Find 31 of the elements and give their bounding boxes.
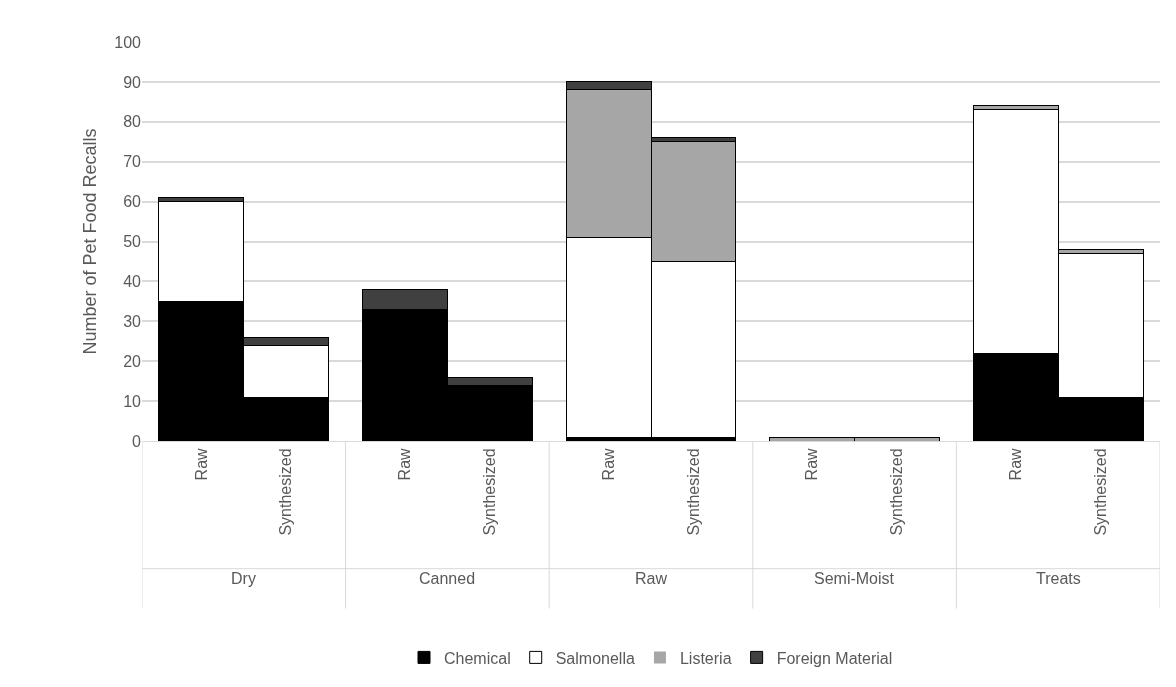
x-tick-label: Raw [192,447,210,481]
x-tick-label: Synthesized [1091,448,1109,536]
y-tick-label: 20 [123,352,142,370]
x-tick-label: Raw [599,447,617,481]
x-tick-label: Raw [396,447,414,481]
y-tick-label: 50 [123,233,142,251]
x-tick-label: Raw [1006,447,1024,481]
legend-label: Salmonella [555,649,635,667]
x-tick-label: Synthesized [277,448,295,536]
y-axis-title: Number of Pet Food Recalls [80,128,100,355]
y-tick-label: 70 [123,153,142,171]
x-tick-label: Synthesized [684,448,702,536]
y-tick-label: 30 [123,312,142,330]
y-tick-label: 100 [114,33,142,51]
x-tick-label: Synthesized [888,448,906,536]
y-tick-label: 60 [123,193,142,211]
x-tick-label: Raw [803,447,821,481]
y-tick-label: 40 [123,273,142,290]
text: Canned [419,570,476,587]
y-tick-label: 0 [132,432,142,450]
text: Treats [1036,570,1081,587]
legend-label: Foreign Material [776,649,893,667]
x-tick-label: Synthesized [481,448,499,536]
text: Semi-Moist [814,570,895,587]
legend-label: Chemical [444,649,511,667]
y-tick-label: 90 [123,73,142,91]
legend-label: Listeria [679,649,732,667]
text: Raw [635,570,668,587]
y-tick-label: 10 [123,392,142,410]
y-tick-label: 80 [123,113,142,131]
text: Dry [231,570,256,587]
